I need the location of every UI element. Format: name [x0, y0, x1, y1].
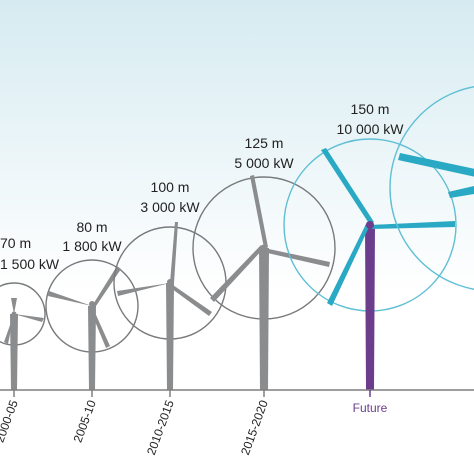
- hub-1: [11, 311, 17, 317]
- tower-1: [10, 314, 18, 390]
- turbine-2-power: 1 800 kW: [62, 238, 122, 254]
- blade-4b: [263, 248, 330, 267]
- blade-1a: [11, 298, 17, 314]
- label-area: [0, 390, 474, 474]
- blade-3a: [170, 222, 178, 283]
- turbine-1: [0, 282, 46, 390]
- turbine-5-power: 10 000 kW: [337, 121, 405, 137]
- hub-2: [89, 301, 95, 307]
- hub-3: [167, 279, 173, 285]
- tower-3: [166, 283, 174, 390]
- blade-6b: [448, 186, 474, 198]
- blade-3c: [117, 283, 170, 296]
- turbine-2-diameter: 80 m: [76, 219, 107, 235]
- turbine-2: [45, 259, 139, 390]
- turbine-6: [389, 86, 474, 290]
- period-label-5: Future: [353, 401, 388, 415]
- hub-4: [260, 244, 268, 252]
- blade-3b: [168, 283, 212, 316]
- blade-1c: [4, 314, 14, 344]
- turbine-3-diameter: 100 m: [151, 179, 190, 195]
- turbine-4-power: 5 000 kW: [234, 155, 294, 171]
- blade-5b: [370, 221, 455, 229]
- blade-2b: [89, 306, 110, 348]
- turbine-1-diameter: 70 m: [0, 235, 31, 251]
- blade-5a: [321, 148, 374, 225]
- blade-6a: [398, 153, 474, 177]
- sky-background: [0, 0, 474, 390]
- tower-5: [365, 225, 375, 390]
- tower-2: [88, 306, 96, 390]
- turbine-1-power: 1 500 kW: [0, 256, 60, 272]
- rotor-circle-6: [389, 86, 474, 290]
- turbine-3: [113, 222, 227, 390]
- blade-1b: [14, 314, 44, 322]
- blade-4a: [250, 175, 268, 248]
- hub-5: [366, 221, 374, 229]
- tower-4: [259, 248, 269, 390]
- turbine-4-diameter: 125 m: [245, 135, 284, 151]
- blade-5c: [327, 222, 370, 306]
- blade-4c: [210, 245, 264, 302]
- turbine-5-diameter: 150 m: [351, 101, 390, 117]
- blade-2c: [48, 291, 92, 306]
- turbine-4: [192, 175, 336, 390]
- turbine-3-power: 3 000 kW: [140, 199, 200, 215]
- turbine-5: [283, 138, 457, 390]
